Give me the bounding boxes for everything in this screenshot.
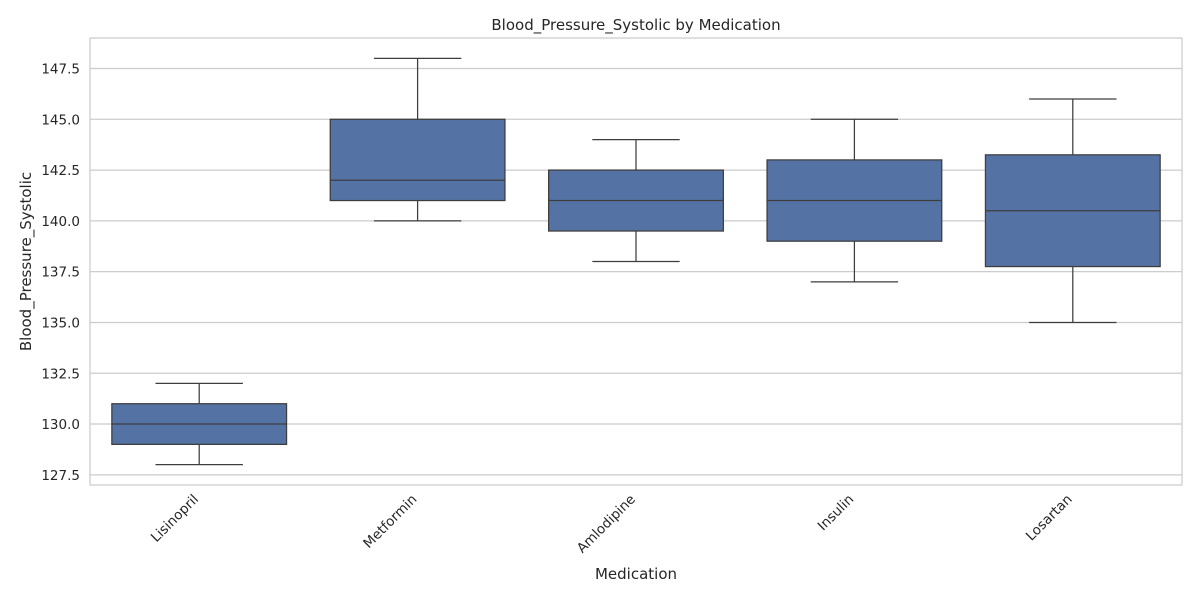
y-tick-label: 140.0	[41, 214, 80, 230]
y-axis-label: Blood_Pressure_Systolic	[17, 172, 36, 351]
box-group-losartan	[984, 98, 1161, 324]
iqr-box	[329, 118, 506, 202]
y-tick-label: 130.0	[41, 417, 80, 433]
x-axis-label: Medication	[595, 565, 677, 583]
box-group-lisinopril	[111, 382, 288, 466]
y-tick-label: 132.5	[41, 366, 80, 382]
y-tick-label: 135.0	[41, 315, 80, 331]
box-group-metformin	[329, 57, 506, 222]
box-group-amlodipine	[548, 138, 724, 263]
plot-frame	[89, 37, 1183, 486]
x-tick-label: Losartan	[1023, 492, 1076, 545]
x-tick-labels: Lisinopril Metformin Amlodipine Insulin Losa…	[148, 492, 1076, 557]
chart-title: Blood_Pressure_Systolic by Medication	[491, 16, 780, 35]
y-tick-labels: 127.5 130.0 132.5 135.0 137.5 140.0 142.5 145.0…	[41, 61, 80, 483]
y-tick-label: 137.5	[41, 265, 80, 281]
box-layer	[111, 57, 1161, 466]
y-tick-label: 147.5	[41, 61, 80, 77]
x-tick-label: Lisinopril	[148, 492, 202, 546]
x-tick-label: Metformin	[360, 492, 420, 552]
y-tick-label: 127.5	[41, 468, 80, 484]
x-tick-label: Amlodipine	[574, 492, 639, 557]
y-tick-label: 145.0	[41, 112, 80, 128]
box-group-insulin	[766, 118, 943, 283]
y-tick-label: 142.5	[41, 163, 80, 179]
x-tick-label: Insulin	[815, 492, 858, 535]
